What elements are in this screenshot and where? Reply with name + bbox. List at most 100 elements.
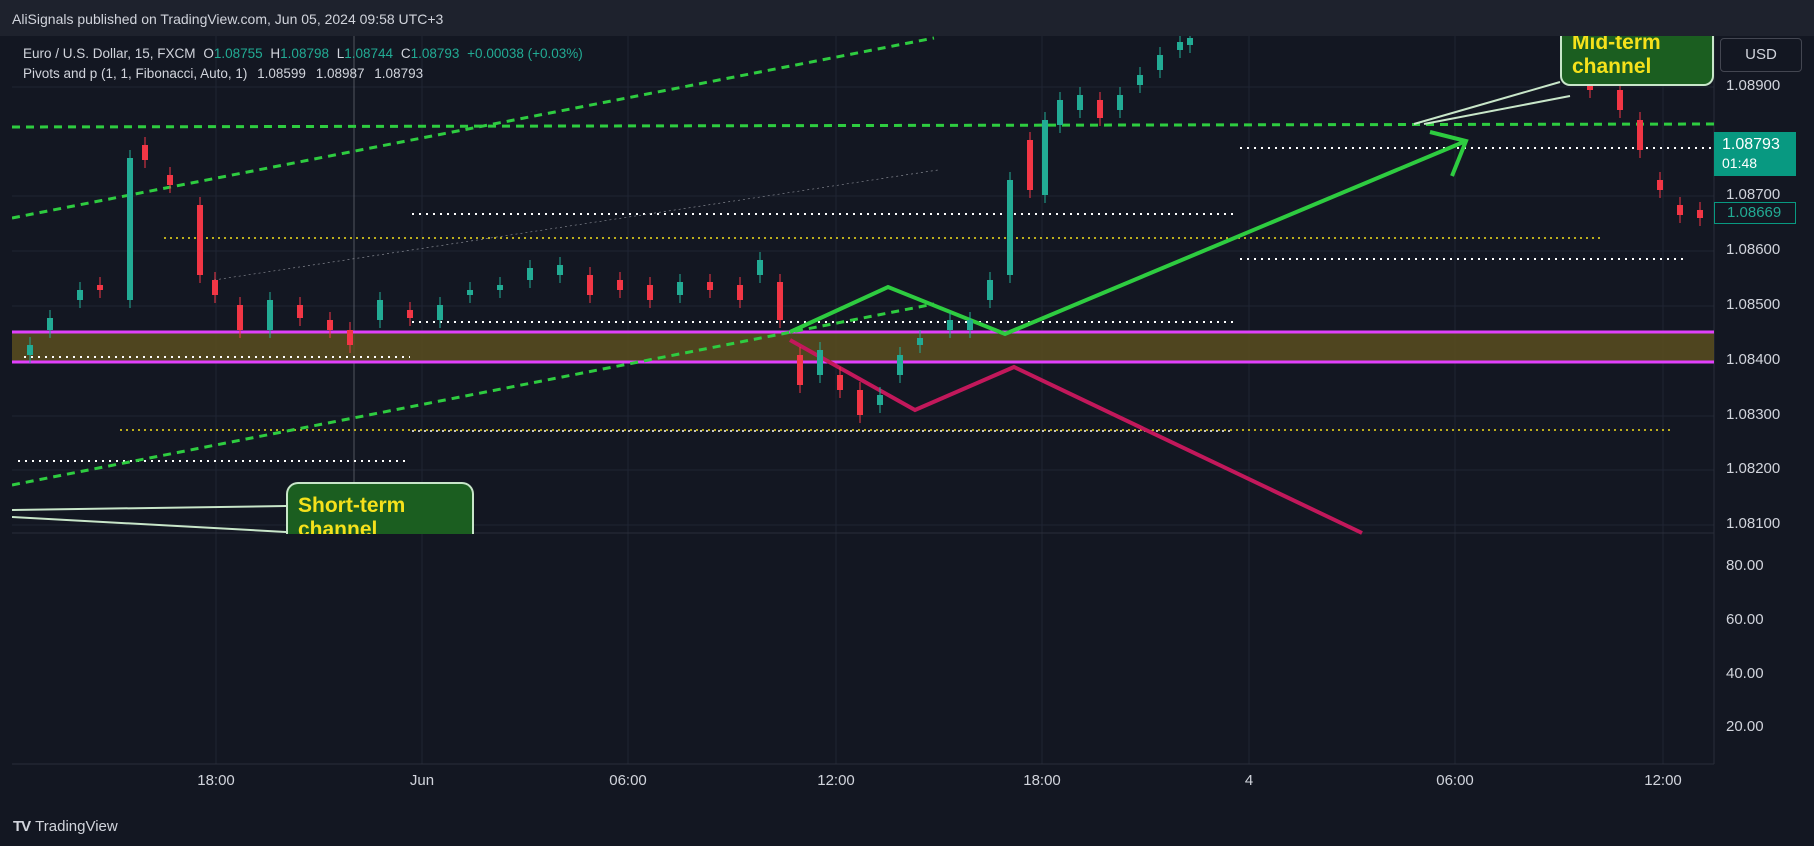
candle bbox=[897, 355, 903, 375]
price-label: 1.08200 bbox=[1726, 460, 1781, 477]
candle bbox=[917, 338, 923, 345]
open-label: O bbox=[203, 46, 214, 61]
green-projection-arrow bbox=[789, 139, 1467, 337]
candle bbox=[1177, 42, 1183, 50]
candle bbox=[737, 285, 743, 300]
short-term-channel-callout[interactable]: Short-term channel bbox=[286, 482, 474, 534]
top-bar: AliSignals published on TradingView.com,… bbox=[0, 0, 1814, 36]
candle bbox=[647, 285, 653, 300]
candle bbox=[347, 330, 353, 345]
callout-line: Short-term bbox=[298, 494, 406, 517]
candle bbox=[817, 350, 823, 375]
candle bbox=[127, 158, 133, 300]
candle bbox=[377, 300, 383, 320]
candle bbox=[1617, 90, 1623, 110]
candle bbox=[1697, 210, 1703, 218]
oscillator-label: 40.00 bbox=[1726, 665, 1764, 682]
candle bbox=[1007, 180, 1013, 275]
candle bbox=[1137, 75, 1143, 85]
brand-name: TradingView bbox=[35, 818, 118, 835]
candle bbox=[142, 145, 148, 160]
candle bbox=[1157, 55, 1163, 70]
callout-pointer bbox=[1423, 95, 1571, 125]
indicator-value-3: 1.08793 bbox=[374, 66, 424, 81]
candle bbox=[77, 290, 83, 300]
tradingview-logo-icon: TV bbox=[13, 818, 31, 835]
time-label: 4 bbox=[1244, 772, 1254, 789]
time-label: Jun bbox=[409, 772, 435, 789]
candle bbox=[967, 320, 973, 330]
oscillator-label: 20.00 bbox=[1726, 718, 1764, 735]
mid-term-channel-callout[interactable]: Mid-term channel bbox=[1560, 36, 1714, 86]
green-arrowhead bbox=[1429, 130, 1469, 177]
price-label: 1.08100 bbox=[1726, 515, 1781, 532]
candle bbox=[837, 375, 843, 390]
callout-pointer bbox=[1413, 81, 1561, 125]
chart-area[interactable] bbox=[12, 36, 1814, 804]
candle bbox=[947, 320, 953, 330]
low-value: 1.08744 bbox=[344, 46, 394, 61]
candle bbox=[407, 310, 413, 318]
candle bbox=[212, 280, 218, 295]
candle bbox=[237, 305, 243, 330]
candle bbox=[1097, 100, 1103, 118]
footer: TV TradingView bbox=[0, 804, 1814, 846]
time-label: 12:00 bbox=[1644, 772, 1682, 789]
support-zone bbox=[12, 332, 1714, 362]
candle bbox=[777, 282, 783, 320]
channel-line bbox=[12, 302, 935, 487]
indicator-name[interactable]: Pivots and p (1, 1, Fibonacci, Auto, 1) bbox=[23, 66, 248, 81]
high-value: 1.08798 bbox=[280, 46, 329, 61]
oscillator-label: 80.00 bbox=[1726, 557, 1764, 574]
candle bbox=[757, 260, 763, 275]
price-label: 1.08900 bbox=[1726, 77, 1781, 94]
symbol-name[interactable]: Euro / U.S. Dollar, 15, FXCM bbox=[23, 46, 196, 61]
indicator-value-1: 1.08599 bbox=[257, 66, 306, 81]
candle bbox=[1637, 120, 1643, 150]
tradingview-logo[interactable]: TV TradingView bbox=[13, 818, 118, 835]
candle bbox=[857, 390, 863, 415]
red-projection-arrow bbox=[789, 338, 1363, 535]
high-label: H bbox=[270, 46, 281, 61]
symbol-legend[interactable]: Euro / U.S. Dollar, 15, FXCM O1.08755 H1… bbox=[23, 46, 583, 61]
candle bbox=[47, 318, 53, 330]
candle bbox=[617, 280, 623, 290]
open-value: 1.08755 bbox=[213, 46, 263, 61]
candle bbox=[1057, 100, 1063, 125]
callout-line: channel bbox=[1572, 55, 1652, 78]
channel-line bbox=[12, 122, 1715, 129]
candle bbox=[797, 355, 803, 385]
candle bbox=[197, 205, 203, 275]
candle bbox=[557, 265, 563, 275]
previous-price-tag: 1.08669 bbox=[1714, 202, 1796, 224]
close-value: 1.08793 bbox=[410, 46, 460, 61]
callout-pointer bbox=[12, 516, 287, 533]
candle bbox=[437, 305, 443, 320]
candle bbox=[327, 320, 333, 330]
candle bbox=[1187, 38, 1193, 45]
price-label: 1.08300 bbox=[1726, 406, 1781, 423]
candle bbox=[297, 305, 303, 318]
indicator-value-2: 1.08987 bbox=[315, 66, 365, 81]
callout-line: channel bbox=[298, 518, 378, 534]
time-label: 18:00 bbox=[1023, 772, 1061, 789]
time-label: 06:00 bbox=[1436, 772, 1474, 789]
candle bbox=[707, 282, 713, 290]
currency-button[interactable]: USD bbox=[1720, 38, 1802, 72]
callout-line: Mid-term bbox=[1572, 36, 1661, 54]
candle bbox=[97, 285, 103, 290]
oscillator-label: 60.00 bbox=[1726, 611, 1764, 628]
trend-line bbox=[213, 169, 939, 281]
candle bbox=[1027, 140, 1033, 190]
price-label: 1.08500 bbox=[1726, 296, 1781, 313]
indicator-legend[interactable]: Pivots and p (1, 1, Fibonacci, Auto, 1) … bbox=[23, 66, 423, 81]
price-label: 1.08600 bbox=[1726, 241, 1781, 258]
candle bbox=[987, 280, 993, 300]
close-label: C bbox=[400, 46, 411, 61]
candle bbox=[587, 275, 593, 295]
candle bbox=[1657, 180, 1663, 190]
candle bbox=[1117, 95, 1123, 110]
price-chart-canvas[interactable] bbox=[12, 36, 1814, 804]
candle bbox=[27, 345, 33, 355]
channel-line bbox=[12, 36, 935, 220]
